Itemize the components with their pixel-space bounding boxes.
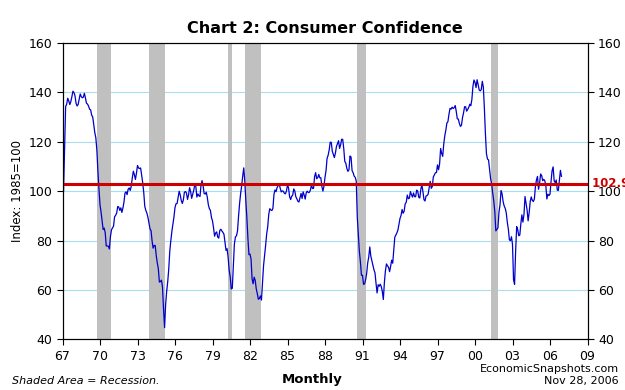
Y-axis label: Index: 1985=100: Index: 1985=100: [11, 140, 24, 242]
Text: Monthly: Monthly: [282, 373, 343, 386]
Bar: [357, 43, 366, 339]
Bar: [228, 43, 232, 339]
Title: Chart 2: Consumer Confidence: Chart 2: Consumer Confidence: [187, 21, 463, 36]
Text: 102.9: 102.9: [588, 177, 625, 190]
Text: Shaded Area = Recession.: Shaded Area = Recession.: [12, 376, 160, 386]
Text: EconomicSnapshots.com: EconomicSnapshots.com: [479, 364, 619, 374]
Bar: [245, 43, 261, 339]
Text: Nov 28, 2006: Nov 28, 2006: [544, 376, 619, 386]
Bar: [149, 43, 164, 339]
Bar: [491, 43, 498, 339]
Bar: [97, 43, 111, 339]
